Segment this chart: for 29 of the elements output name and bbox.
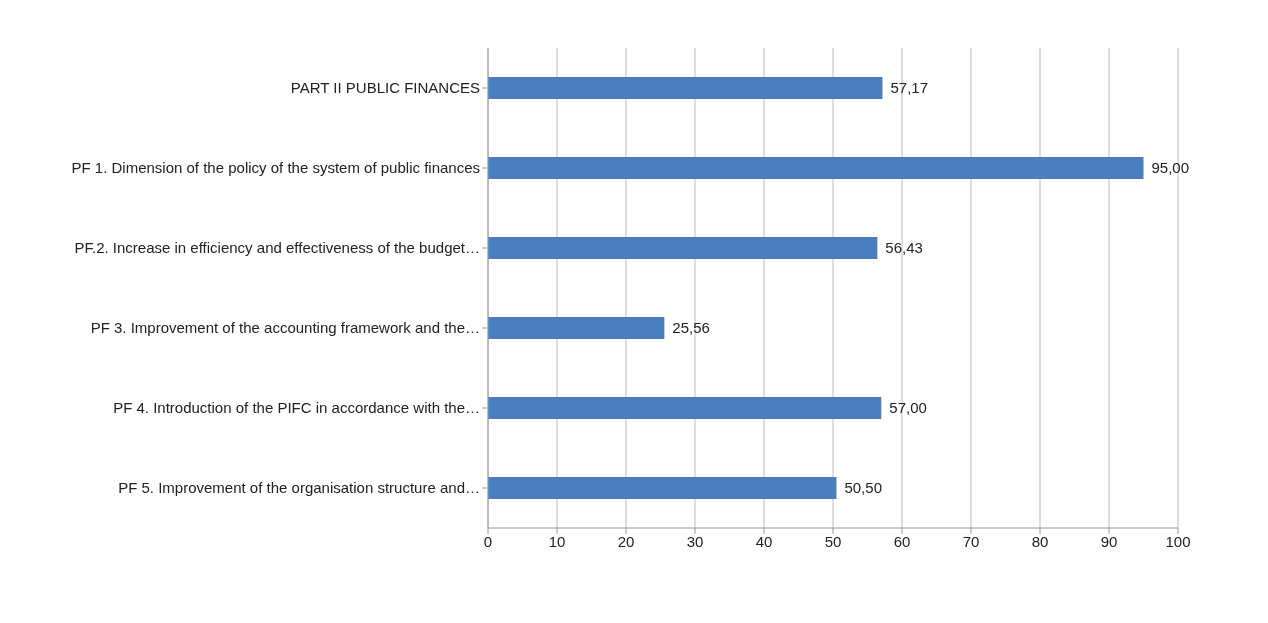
bar — [488, 157, 1144, 179]
x-tick-label: 10 — [548, 532, 566, 550]
bar — [488, 77, 883, 99]
data-label: 57,00 — [889, 399, 927, 416]
data-label: 56,43 — [885, 239, 923, 256]
data-label: 25,56 — [672, 319, 710, 336]
x-tick-label: 0 — [483, 532, 493, 550]
x-tick-label: 50 — [824, 532, 842, 550]
x-tick-label: 40 — [755, 532, 773, 550]
y-tick-label: PF.2. Increase in efficiency and effectiveness of the budget… — [74, 239, 480, 257]
bar — [488, 237, 878, 259]
data-label: 95,00 — [1151, 159, 1190, 176]
bar — [488, 317, 665, 339]
x-tick-label: 70 — [962, 532, 980, 550]
x-tick-label: 20 — [617, 532, 635, 550]
y-tick-label: PF 1. Dimension of the policy of the system of public finances — [71, 159, 480, 177]
data-label: 57,17 — [890, 79, 929, 96]
y-tick-label: PF 3. Improvement of the accounting framework and the… — [90, 319, 480, 337]
y-tick-label: PF 4. Introduction of the PIFC in accordance with the… — [113, 399, 480, 417]
bar — [488, 477, 837, 499]
x-tick-label: 80 — [1031, 532, 1049, 550]
data-label: 50,50 — [844, 479, 882, 496]
y-tick-label: PF 5. Improvement of the organisation structure and… — [118, 479, 480, 497]
bar — [488, 397, 882, 419]
y-tick-label: PART II PUBLIC FINANCES — [290, 79, 480, 97]
x-tick-label: 90 — [1100, 532, 1118, 550]
x-tick-label: 60 — [893, 532, 911, 550]
x-tick-label: 100 — [1165, 532, 1191, 550]
x-tick-label: 30 — [686, 532, 704, 550]
